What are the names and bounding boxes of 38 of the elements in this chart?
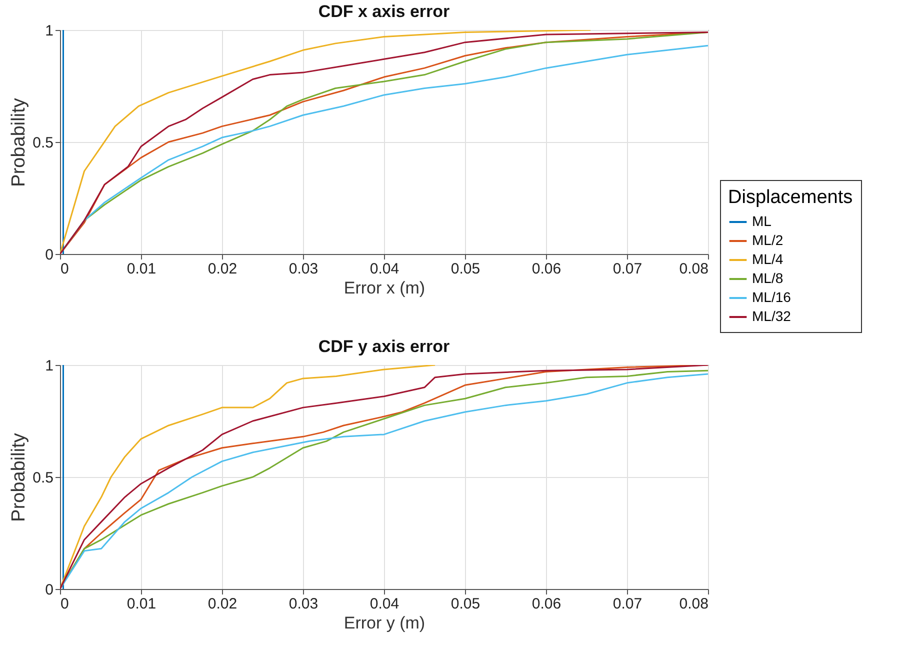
x-tick-label: 0.03 (288, 260, 318, 278)
x-tick-label: 0.03 (288, 596, 318, 612)
x-tick-label: 0.02 (208, 596, 238, 612)
x-tick-label: 0.06 (532, 260, 562, 278)
x-tick-label: 0.08 (679, 596, 708, 612)
y-axis-title: Probability (8, 98, 30, 187)
x-tick-label: 0.04 (370, 596, 400, 612)
legend-label: ML/2 (752, 232, 784, 248)
x-tick-label: 0.08 (679, 260, 708, 278)
x-tick-label: 0.02 (208, 260, 238, 278)
chart-title: CDF y axis error (318, 337, 450, 356)
x-tick-label: 0.07 (612, 596, 642, 612)
x-tick-label: 0.01 (126, 260, 156, 278)
legend-title: Displacements (728, 187, 853, 208)
line-series (60, 30, 592, 254)
chart-title: CDF x axis error (318, 2, 450, 21)
y-tick-label: 0.5 (32, 470, 54, 486)
x-axis-title: Error y (m) (344, 614, 426, 632)
x-tick-label: 0.05 (450, 596, 480, 612)
legend-label: ML/8 (752, 270, 784, 286)
legend-label: ML/16 (752, 289, 792, 305)
x-axis-title: Error x (m) (344, 278, 426, 298)
legend-label: ML/4 (752, 251, 784, 267)
y-tick-label: 1 (45, 22, 54, 40)
x-tick-label: 0.05 (450, 260, 480, 278)
x-tick-label: 0.01 (126, 596, 156, 612)
y-tick-label: 0 (45, 246, 54, 264)
x-tick-label: 0.04 (370, 260, 400, 278)
x-tick-label: 0.06 (532, 596, 562, 612)
x-tick-label: 0 (60, 596, 69, 612)
y-tick-label: 1 (45, 358, 54, 374)
x-tick-label: 0 (60, 260, 69, 278)
x-tick-label: 0.07 (612, 260, 642, 278)
legend-label: ML (752, 213, 772, 229)
y-tick-label: 0 (45, 582, 54, 598)
legend-label: ML/32 (752, 308, 792, 324)
y-axis-title: Probability (8, 432, 30, 522)
y-tick-label: 0.5 (32, 134, 54, 152)
